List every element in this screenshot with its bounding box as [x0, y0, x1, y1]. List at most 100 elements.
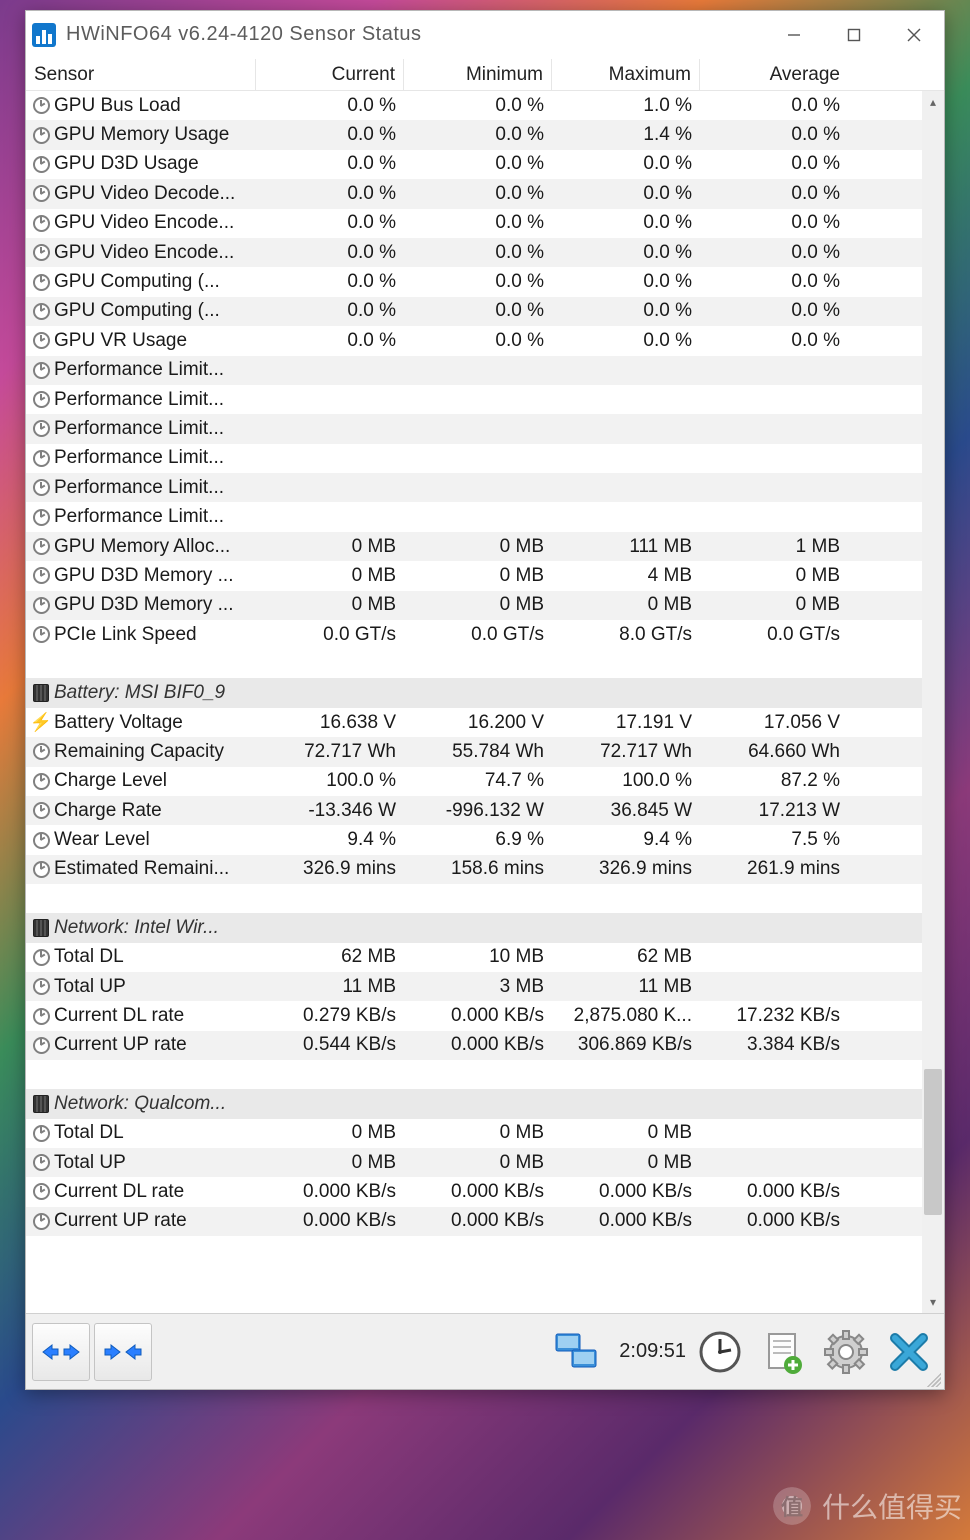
- sensor-row[interactable]: ⚡Battery Voltage16.638 V16.200 V17.191 V…: [26, 708, 944, 737]
- titlebar[interactable]: HWiNFO64 v6.24-4120 Sensor Status: [26, 11, 944, 59]
- sensor-row[interactable]: Performance Limit...: [26, 444, 944, 473]
- sensor-row[interactable]: PCIe Link Speed0.0 GT/s0.0 GT/s8.0 GT/s0…: [26, 620, 944, 649]
- document-add-icon: [761, 1329, 805, 1375]
- scroll-down-button[interactable]: ▾: [922, 1291, 944, 1313]
- val-current: 0 MB: [256, 1152, 404, 1174]
- sensor-name: Charge Level: [52, 770, 256, 792]
- sensor-row[interactable]: Performance Limit...: [26, 414, 944, 443]
- sensor-row[interactable]: Performance Limit...: [26, 385, 944, 414]
- sensor-row[interactable]: Total UP11 MB3 MB11 MB: [26, 972, 944, 1001]
- clock-button[interactable]: [690, 1323, 750, 1381]
- sensor-row[interactable]: Current DL rate0.279 KB/s0.000 KB/s2,875…: [26, 1001, 944, 1030]
- sensor-name: Performance Limit...: [52, 447, 256, 469]
- val-average: 17.232 KB/s: [700, 1005, 848, 1027]
- sensor-row[interactable]: GPU VR Usage0.0 %0.0 %0.0 %0.0 %: [26, 326, 944, 355]
- expand-collapse-button[interactable]: [32, 1323, 90, 1381]
- remote-monitor-button[interactable]: [545, 1323, 607, 1381]
- sensor-name: Total UP: [52, 976, 256, 998]
- sensor-row[interactable]: GPU Memory Usage0.0 %0.0 %1.4 %0.0 %: [26, 120, 944, 149]
- sensor-row[interactable]: GPU Memory Alloc...0 MB0 MB111 MB1 MB: [26, 532, 944, 561]
- clock-icon: [30, 1125, 52, 1142]
- val-average: 0.0 %: [700, 124, 848, 146]
- clock-icon: [30, 861, 52, 878]
- sensor-row[interactable]: Remaining Capacity72.717 Wh55.784 Wh72.7…: [26, 737, 944, 766]
- col-minimum[interactable]: Minimum: [404, 59, 552, 90]
- bottom-toolbar: 2:09:51: [26, 1313, 944, 1389]
- clock-icon: [30, 802, 52, 819]
- sensor-row[interactable]: GPU Video Encode...0.0 %0.0 %0.0 %0.0 %: [26, 209, 944, 238]
- scrollbar-thumb[interactable]: [924, 1069, 942, 1216]
- settings-button[interactable]: [816, 1323, 876, 1381]
- val-minimum: 16.200 V: [404, 712, 552, 734]
- sensor-row[interactable]: Current DL rate0.000 KB/s0.000 KB/s0.000…: [26, 1177, 944, 1206]
- watermark-badge-icon: 值: [770, 1484, 814, 1528]
- col-maximum[interactable]: Maximum: [552, 59, 700, 90]
- spacer-row: [26, 884, 944, 913]
- sensor-row[interactable]: GPU Video Encode...0.0 %0.0 %0.0 %0.0 %: [26, 238, 944, 267]
- sensor-row[interactable]: Wear Level9.4 %6.9 %9.4 %7.5 %: [26, 825, 944, 854]
- sensor-row[interactable]: GPU D3D Usage0.0 %0.0 %0.0 %0.0 %: [26, 150, 944, 179]
- rows-container: GPU Bus Load0.0 %0.0 %1.0 %0.0 %GPU Memo…: [26, 91, 944, 1265]
- val-average: 64.660 Wh: [700, 741, 848, 763]
- column-header[interactable]: Sensor Current Minimum Maximum Average: [26, 59, 944, 91]
- sensor-row[interactable]: Total UP0 MB0 MB0 MB: [26, 1148, 944, 1177]
- val-minimum: 0 MB: [404, 536, 552, 558]
- sensor-row[interactable]: Current UP rate0.000 KB/s0.000 KB/s0.000…: [26, 1207, 944, 1236]
- vertical-scrollbar[interactable]: ▴ ▾: [922, 91, 944, 1313]
- clock-icon: [30, 1183, 52, 1200]
- col-average[interactable]: Average: [700, 59, 848, 90]
- sensor-row[interactable]: Charge Level100.0 %74.7 %100.0 %87.2 %: [26, 767, 944, 796]
- sensor-name: Total DL: [52, 1122, 256, 1144]
- section-label: Network: Intel Wir...: [52, 917, 256, 939]
- sensor-name: Total DL: [52, 946, 256, 968]
- val-minimum: 0.0 %: [404, 330, 552, 352]
- val-average: 0.000 KB/s: [700, 1210, 848, 1232]
- maximize-button[interactable]: [824, 11, 884, 59]
- val-average: 0 MB: [700, 594, 848, 616]
- clock-icon: [30, 1154, 52, 1171]
- val-current: 0 MB: [256, 565, 404, 587]
- scroll-up-button[interactable]: ▴: [922, 91, 944, 113]
- sensor-row[interactable]: GPU Computing (...0.0 %0.0 %0.0 %0.0 %: [26, 297, 944, 326]
- clock-icon: [30, 156, 52, 173]
- col-sensor[interactable]: Sensor: [26, 59, 256, 90]
- val-current: 0.000 KB/s: [256, 1181, 404, 1203]
- val-minimum: 0 MB: [404, 1152, 552, 1174]
- sensor-row[interactable]: Estimated Remaini...326.9 mins158.6 mins…: [26, 855, 944, 884]
- sensor-row[interactable]: Total DL62 MB10 MB62 MB: [26, 943, 944, 972]
- val-current: 0.0 %: [256, 300, 404, 322]
- val-maximum: 0.0 %: [552, 183, 700, 205]
- section-header[interactable]: Network: Qualcom...: [26, 1089, 944, 1118]
- clock-icon: [30, 832, 52, 849]
- minimize-button[interactable]: [764, 11, 824, 59]
- collapse-button[interactable]: [94, 1323, 152, 1381]
- val-maximum: 1.4 %: [552, 124, 700, 146]
- section-header[interactable]: Network: Intel Wir...: [26, 913, 944, 942]
- resize-grip[interactable]: [923, 1369, 941, 1387]
- sensor-row[interactable]: GPU D3D Memory ...0 MB0 MB4 MB0 MB: [26, 561, 944, 590]
- sensor-row[interactable]: Performance Limit...: [26, 502, 944, 531]
- sensor-row[interactable]: Performance Limit...: [26, 473, 944, 502]
- sensor-row[interactable]: Performance Limit...: [26, 356, 944, 385]
- sensor-row[interactable]: GPU Computing (...0.0 %0.0 %0.0 %0.0 %: [26, 267, 944, 296]
- sensor-row[interactable]: Current UP rate0.544 KB/s0.000 KB/s306.8…: [26, 1031, 944, 1060]
- val-current: 0.0 %: [256, 95, 404, 117]
- close-button[interactable]: [884, 11, 944, 59]
- clock-icon: [30, 978, 52, 995]
- sensor-row[interactable]: GPU Bus Load0.0 %0.0 %1.0 %0.0 %: [26, 91, 944, 120]
- val-average: 0.0 GT/s: [700, 624, 848, 646]
- sensor-name: GPU D3D Memory ...: [52, 594, 256, 616]
- col-current[interactable]: Current: [256, 59, 404, 90]
- sensor-row[interactable]: Charge Rate-13.346 W-996.132 W36.845 W17…: [26, 796, 944, 825]
- val-average: 0.0 %: [700, 300, 848, 322]
- val-minimum: 0.0 %: [404, 183, 552, 205]
- sensor-row[interactable]: GPU Video Decode...0.0 %0.0 %0.0 %0.0 %: [26, 179, 944, 208]
- section-header[interactable]: Battery: MSI BIF0_9: [26, 678, 944, 707]
- log-button[interactable]: [754, 1323, 812, 1381]
- val-maximum: 8.0 GT/s: [552, 624, 700, 646]
- sensor-row[interactable]: Total DL0 MB0 MB0 MB: [26, 1119, 944, 1148]
- sensor-row[interactable]: GPU D3D Memory ...0 MB0 MB0 MB0 MB: [26, 591, 944, 620]
- val-average: 0.0 %: [700, 183, 848, 205]
- val-average: 0.0 %: [700, 330, 848, 352]
- arrows-inward-icon: [101, 1338, 145, 1366]
